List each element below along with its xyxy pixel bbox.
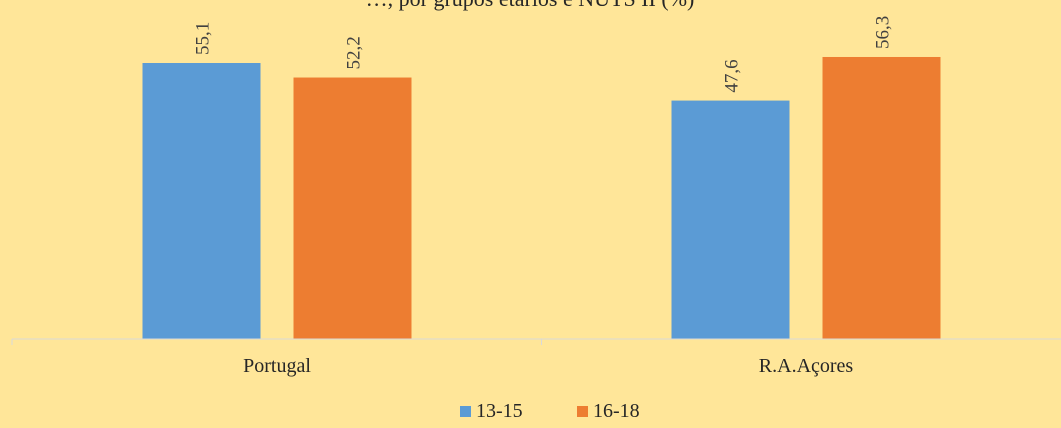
bar-13-15-Portugal (142, 63, 261, 339)
data-label: 47,6 (722, 59, 743, 92)
category-label: R.A.Açores (759, 355, 854, 377)
legend: 13-15 16-18 (460, 400, 640, 422)
chart-title: …, por grupos etários e NUTS II (%) (366, 0, 695, 11)
bar-16-18-R.A.Açores (822, 56, 941, 340)
bars-group: 55,1 52,2 47,6 56,3 (142, 16, 941, 340)
legend-swatch (460, 406, 471, 417)
category-labels: Portugal R.A.Açores (243, 355, 853, 377)
data-label: 52,2 (344, 36, 365, 69)
data-label: 56,3 (873, 16, 894, 49)
legend-swatch (577, 406, 588, 417)
data-label: 55,1 (193, 22, 214, 55)
legend-label: 13-15 (476, 400, 523, 422)
category-label: Portugal (243, 355, 311, 377)
bar-16-18-Portugal (293, 77, 412, 340)
legend-label: 16-18 (593, 400, 640, 422)
bar-13-15-R.A.Açores (671, 100, 790, 339)
x-axis-ticks (11, 339, 542, 345)
